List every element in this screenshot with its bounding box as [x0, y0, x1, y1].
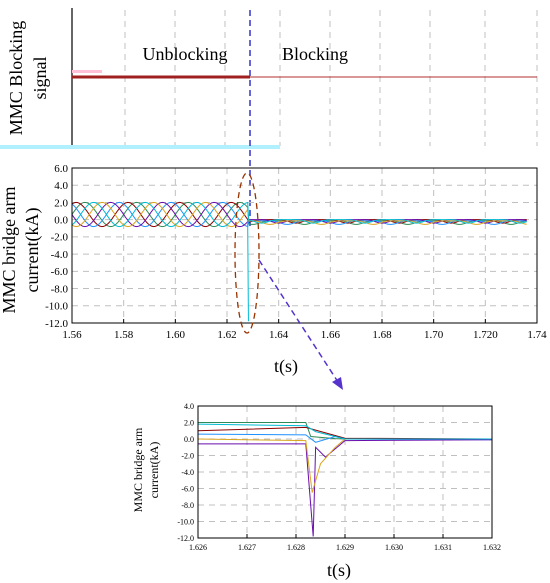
inset-ylabel-line1: MMC bridge arm [131, 427, 145, 512]
main-spike-line [247, 219, 249, 322]
inset-ytick-label-7: -10.0 [177, 517, 194, 526]
main-xtick-label-2: 1.60 [166, 329, 186, 341]
inset-xtick-label-5: 1.631 [434, 543, 452, 552]
main-grid [72, 168, 537, 323]
inset-grid [198, 406, 492, 538]
main-xtick-label-1: 1.58 [114, 329, 134, 341]
main-series-line-5 [71, 201, 527, 228]
inset-xtick-label-1: 1.627 [238, 543, 256, 552]
signal-ylabel-line1: MMC Blocking [6, 21, 26, 136]
inset-xtick-label-4: 1.630 [385, 543, 403, 552]
main-ytick-label-8: -10.0 [45, 301, 68, 313]
main-xtick-label-0: 1.56 [62, 329, 82, 341]
inset-ytick-label-0: 4.0 [184, 402, 194, 411]
main-xtick-label-6: 1.68 [372, 329, 392, 341]
inset-ytick-label-5: -6.0 [181, 484, 194, 493]
main-xtick-label-8: 1.720 [473, 329, 498, 341]
inset-ytick-label-8: -12.0 [177, 534, 194, 543]
inset-frame [197, 405, 493, 539]
zoom-arrow [258, 259, 339, 383]
pink-highlight [72, 70, 102, 73]
main-ytick-label-3: 0.0 [54, 215, 68, 227]
main-xtick-label-7: 1.70 [424, 329, 444, 341]
signal-ylabel-line2: signal [30, 57, 50, 100]
inset-ytick-label-3: -2.0 [181, 451, 194, 460]
inset-ytick-label-6: -8.0 [181, 501, 194, 510]
unblocking-label: Unblocking [143, 44, 228, 64]
main-ytick-label-4: -2.0 [51, 232, 69, 244]
main-xtick-label-4: 1.64 [269, 329, 289, 341]
inset-ytick-label-2: 0.0 [184, 435, 194, 444]
inset-chart: 1.626 1.627 1.628 1.629 1.630 1.631 1.632 4.0 2.… [131, 402, 501, 581]
inset-xlabel: t(s) [327, 560, 351, 581]
blocking-label: Blocking [282, 44, 348, 64]
main-ylabel-line2: current(kA) [22, 208, 43, 293]
zoom-ellipse [234, 172, 260, 334]
main-ytick-label-0: 6.0 [54, 163, 68, 175]
main-xtick-label-5: 1.66 [321, 329, 341, 341]
inset-ytick-label-1: 2.0 [184, 418, 194, 427]
main-ylabel-line1: MMC bridge arm [0, 187, 19, 314]
cyan-bar [0, 145, 280, 149]
inset-series [197, 422, 493, 537]
inset-ylabel-line2: current(kA) [147, 442, 161, 499]
main-ytick-label-2: 2.0 [54, 197, 68, 209]
main-ytick-label-1: 4.0 [54, 180, 68, 192]
inset-series-line-5 [197, 423, 492, 440]
signal-panel: Unblocking Blocking MMC Blocking signal [0, 8, 538, 149]
main-ytick-label-7: -8.0 [51, 283, 69, 295]
main-series-line-1 [71, 201, 527, 228]
main-axes [71, 167, 538, 324]
inset-xtick-label-6: 1.632 [483, 543, 501, 552]
inset-ticks: 1.626 1.627 1.628 1.629 1.630 1.631 1.632 4.0 2.… [177, 402, 501, 552]
main-series-line-4 [71, 201, 527, 228]
main-series [71, 201, 527, 322]
main-ytick-label-6: -6.0 [51, 266, 69, 278]
main-xtick-label-9: 1.74 [527, 329, 547, 341]
inset-axes [197, 405, 493, 539]
main-series-line-2 [71, 201, 527, 228]
main-ticks: 1.56 1.58 1.60 1.62 1.64 1.66 1.68 1.70 1.720 1.7… [45, 163, 547, 341]
main-xtick-label-3: 1.62 [217, 329, 236, 341]
inset-xtick-label-3: 1.629 [336, 543, 354, 552]
signal-grid [124, 10, 538, 146]
main-ytick-label-5: -4.0 [51, 249, 69, 261]
main-ytick-label-9: -12.0 [45, 318, 68, 330]
main-xlabel: t(s) [274, 356, 298, 377]
inset-ytick-label-4: -4.0 [181, 468, 194, 477]
main-chart: 1.56 1.58 1.60 1.62 1.64 1.66 1.68 1.70 1.720 1.7… [0, 163, 547, 377]
inset-xtick-label-0: 1.626 [189, 543, 207, 552]
main-frame [71, 167, 538, 324]
zoom-arrow-head [332, 377, 343, 390]
main-series-line-3 [71, 201, 527, 228]
inset-xtick-label-2: 1.628 [287, 543, 305, 552]
